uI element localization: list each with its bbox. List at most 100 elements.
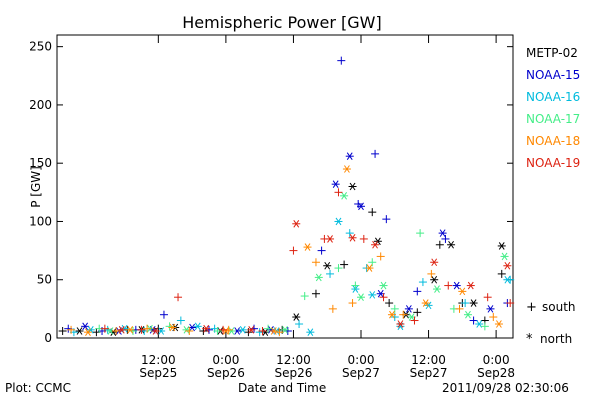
point-noaa-15-north xyxy=(486,305,495,313)
point-noaa-17-south xyxy=(165,322,174,331)
data-markers xyxy=(58,56,515,337)
x-tick-label-time: 12:00 xyxy=(141,353,176,367)
point-noaa-18-south xyxy=(328,304,337,313)
point-noaa-18-north xyxy=(365,264,374,272)
point-noaa-19-south xyxy=(334,188,343,197)
point-noaa-19-south xyxy=(137,325,146,334)
point-noaa-15-south xyxy=(317,246,326,255)
point-noaa-17-north xyxy=(500,252,509,261)
legend-south-label: south xyxy=(542,300,576,314)
legend-entry-noaa-16: NOAA-16 xyxy=(526,90,580,104)
point-noaa-15-north xyxy=(357,202,365,211)
point-noaa-19-north xyxy=(396,320,405,328)
point-noaa-18-south xyxy=(185,327,194,336)
y-tick-label: 150 xyxy=(29,156,52,170)
footer-x-axis-label: Date and Time xyxy=(238,381,327,395)
point-noaa-17-south xyxy=(390,304,399,313)
point-noaa-19-south xyxy=(258,327,267,336)
point-noaa-18-north xyxy=(126,326,135,334)
x-tick-label-time: 12:00 xyxy=(411,353,446,367)
point-metp-02-south xyxy=(435,240,444,249)
point-noaa-15-north xyxy=(452,281,461,290)
point-noaa-15-south xyxy=(250,324,259,333)
x-tick-label-date: Sep25 xyxy=(139,366,177,380)
point-noaa-15-north xyxy=(438,229,447,237)
point-noaa-17-north xyxy=(357,293,365,302)
point-noaa-18-south xyxy=(143,324,152,333)
point-noaa-18-south xyxy=(399,310,408,319)
point-noaa-16-north xyxy=(238,326,247,334)
point-noaa-16-north xyxy=(334,217,343,226)
point-metp-02-south xyxy=(413,308,422,317)
point-noaa-16-north xyxy=(306,328,315,336)
point-noaa-19-south xyxy=(174,293,183,302)
point-noaa-19-south xyxy=(219,325,228,334)
point-metp-02-north xyxy=(348,182,357,191)
point-noaa-16-south xyxy=(418,278,427,287)
point-noaa-16-south xyxy=(461,299,470,308)
x-tick-label-date: Sep27 xyxy=(342,366,380,380)
point-noaa-17-south xyxy=(264,324,273,333)
point-metp-02-south xyxy=(311,289,320,298)
point-metp-02-south xyxy=(58,327,67,336)
point-noaa-17-north xyxy=(433,285,441,293)
plot-frame xyxy=(56,34,514,339)
point-noaa-18-south xyxy=(455,304,464,313)
point-noaa-15-north xyxy=(148,326,157,334)
y-tick-label: 250 xyxy=(29,40,52,54)
legend-entry-noaa-15: NOAA-15 xyxy=(526,68,580,82)
point-noaa-17-south xyxy=(351,281,360,290)
point-noaa-15-north xyxy=(81,322,90,331)
point-noaa-17-south xyxy=(416,229,425,238)
point-noaa-15-south xyxy=(283,327,292,336)
point-noaa-16-north xyxy=(503,275,512,284)
point-noaa-18-south xyxy=(427,269,436,278)
point-noaa-18-north xyxy=(494,320,503,328)
point-metp-02-south xyxy=(340,260,349,269)
point-noaa-19-north xyxy=(151,327,160,335)
y-tick-label: 100 xyxy=(29,214,52,228)
point-metp-02-north xyxy=(497,242,506,250)
point-noaa-18-north xyxy=(342,165,351,173)
point-noaa-19-north xyxy=(202,324,211,333)
y-axis-ticks: 0 50 100 150 200 250 xyxy=(29,40,513,345)
x-tick-label-time: 0:00 xyxy=(483,353,510,367)
point-noaa-19-north xyxy=(326,235,335,243)
point-noaa-19-north xyxy=(117,326,126,334)
chart-title: Hemispheric Power [GW] xyxy=(182,13,381,32)
point-noaa-15-south xyxy=(413,287,422,296)
point-noaa-17-south xyxy=(129,327,137,336)
point-noaa-17-north xyxy=(314,273,323,282)
point-noaa-18-south xyxy=(67,325,76,334)
point-noaa-15-north xyxy=(331,180,340,188)
point-noaa-17-south xyxy=(300,292,309,301)
point-noaa-15-south xyxy=(371,149,380,158)
point-noaa-15-south xyxy=(159,310,168,319)
y-tick-label: 0 xyxy=(44,331,52,345)
legend-north-label: north xyxy=(540,332,572,346)
point-noaa-15-south xyxy=(337,56,346,65)
legend-entry-noaa-19: NOAA-19 xyxy=(526,156,580,170)
point-noaa-18-south xyxy=(275,328,284,337)
x-tick-label-time: 12:00 xyxy=(276,353,311,367)
point-noaa-18-south xyxy=(112,327,121,336)
point-noaa-15-south xyxy=(469,316,478,325)
point-metp-02-south xyxy=(368,208,377,217)
point-noaa-17-south xyxy=(368,258,377,267)
footer-plot-credit: Plot: CCMC xyxy=(5,381,71,395)
point-noaa-19-south xyxy=(410,316,419,325)
point-noaa-18-south xyxy=(311,258,320,267)
point-noaa-19-south xyxy=(100,324,109,333)
x-axis-ticks: 12:00Sep250:00Sep2612:00Sep260:00Sep2712… xyxy=(139,35,515,380)
point-noaa-19-north xyxy=(292,220,301,228)
point-noaa-17-north xyxy=(379,281,388,290)
point-noaa-17-south xyxy=(334,264,343,273)
x-tick-label-time: 0:00 xyxy=(212,353,239,367)
point-noaa-17-south xyxy=(213,327,222,336)
x-tick-label-time: 0:00 xyxy=(348,353,375,367)
point-noaa-19-south xyxy=(379,293,388,302)
point-noaa-18-north xyxy=(421,299,430,307)
point-noaa-19-south xyxy=(289,246,298,255)
legend-entry-metp-02: METP-02 xyxy=(526,46,578,60)
